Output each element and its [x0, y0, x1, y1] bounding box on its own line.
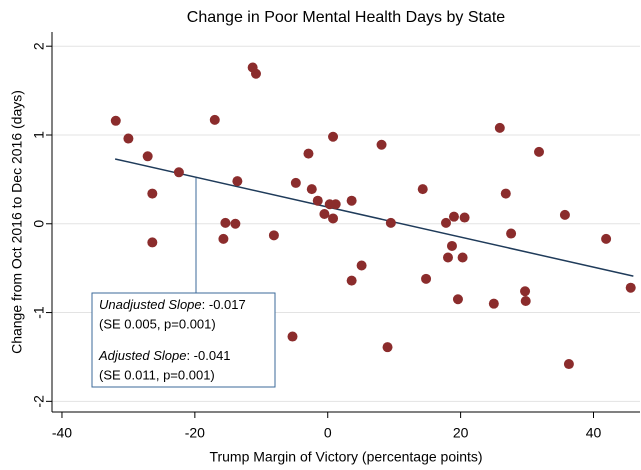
point — [500, 188, 511, 199]
point — [173, 167, 184, 178]
annotation-box — [91, 292, 276, 388]
point — [376, 139, 387, 150]
point — [520, 286, 531, 297]
point — [328, 213, 339, 224]
point — [421, 273, 432, 284]
point — [448, 211, 459, 222]
point — [230, 218, 241, 229]
y-tick-label: 1 — [31, 131, 47, 139]
point — [147, 188, 158, 199]
point — [330, 199, 341, 210]
point — [385, 217, 396, 228]
point — [346, 195, 357, 206]
x-tick-label: 0 — [324, 425, 332, 441]
point — [494, 122, 505, 133]
point — [442, 252, 453, 263]
chart-title: Change in Poor Mental Health Days by Sta… — [187, 9, 506, 26]
point — [123, 133, 134, 144]
point — [250, 68, 261, 79]
point — [452, 294, 463, 305]
point — [506, 228, 517, 239]
point — [209, 114, 220, 125]
point — [110, 115, 121, 126]
point — [319, 209, 330, 220]
point — [290, 177, 301, 188]
points — [110, 62, 636, 370]
point — [559, 209, 570, 220]
point — [534, 146, 545, 157]
y-axis-label: Change from Oct 2016 to Dec 2016 (days) — [9, 90, 25, 354]
x-axis-label: Trump Margin of Victory (percentage poin… — [209, 449, 482, 465]
y-tick-label: -1 — [31, 306, 47, 319]
point — [520, 296, 531, 307]
x-tick-label: -20 — [185, 425, 205, 441]
fit-group — [114, 158, 634, 277]
point — [382, 342, 393, 353]
point — [446, 240, 457, 251]
annotation-text: (SE 0.005, p=0.001) — [99, 316, 216, 331]
y-tick-label: -2 — [31, 395, 47, 408]
point — [417, 184, 428, 195]
point — [142, 151, 153, 162]
point — [563, 359, 574, 370]
point — [346, 275, 357, 286]
x-tick-label: 20 — [453, 425, 469, 441]
point — [287, 331, 298, 342]
point — [268, 230, 279, 241]
point — [303, 148, 314, 159]
point — [625, 282, 636, 293]
point — [440, 217, 451, 228]
point — [147, 237, 158, 248]
annotation-label: Unadjusted Slope — [99, 297, 202, 312]
point — [328, 131, 339, 142]
annotation-label: Adjusted Slope — [98, 348, 186, 363]
point — [306, 184, 317, 195]
fit-line — [114, 158, 634, 277]
point — [220, 217, 231, 228]
annotation-line: Unadjusted Slope: -0.017 — [99, 297, 246, 312]
point — [232, 176, 243, 187]
x-tick-label: 40 — [586, 425, 602, 441]
point — [218, 233, 229, 244]
y-tick-label: 2 — [31, 42, 47, 50]
x-tick-label: -40 — [52, 425, 72, 441]
y-tick-label: 0 — [31, 220, 47, 228]
annotation-text: : -0.017 — [202, 297, 246, 312]
annotation-text: (SE 0.011, p=0.001) — [99, 367, 215, 382]
point — [457, 252, 468, 263]
point — [601, 233, 612, 244]
annotation-line: Adjusted Slope: -0.041 — [98, 348, 231, 363]
point — [488, 298, 499, 309]
point — [459, 212, 470, 223]
point — [312, 195, 323, 206]
annotation-text: : -0.041 — [186, 348, 230, 363]
point — [356, 260, 367, 271]
